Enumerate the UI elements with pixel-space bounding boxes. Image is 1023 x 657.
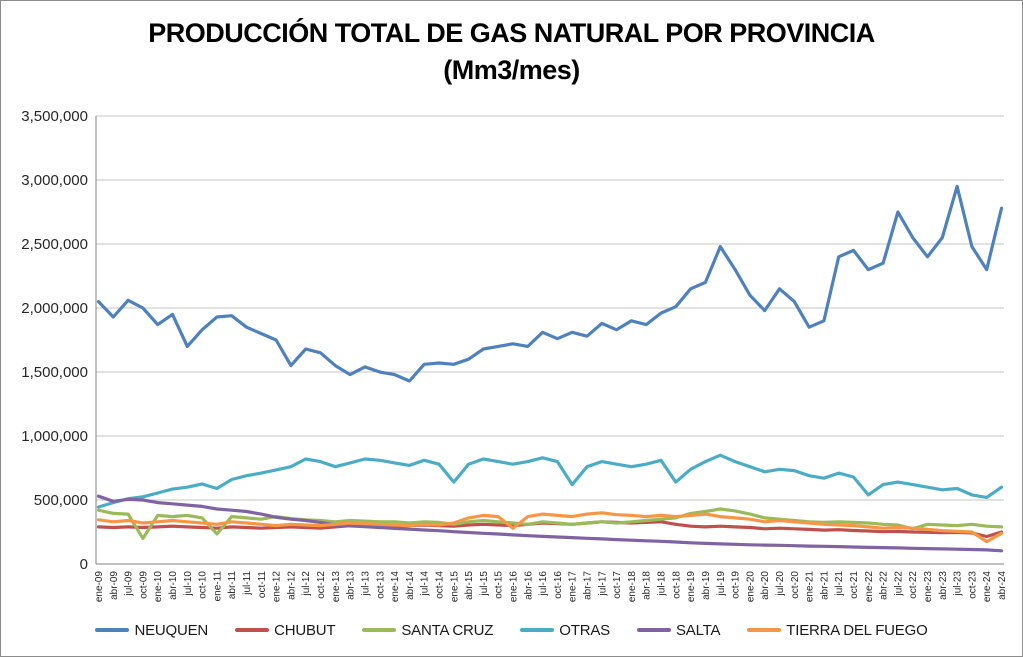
- legend-label-salta: SALTA: [675, 621, 721, 639]
- y-axis-tick-label: 3,000,000: [21, 172, 88, 189]
- legend-line-marker-salta: [636, 628, 671, 632]
- x-axis-tick-label: jul-16: [538, 571, 549, 597]
- x-axis-tick-label: ene-17: [568, 571, 579, 603]
- legend-line-marker-chubut: [235, 628, 270, 632]
- y-axis-tick-label: 1,000,000: [21, 428, 88, 445]
- x-axis-tick-label: jul-17: [597, 571, 608, 597]
- x-axis-tick-label: ene-18: [627, 571, 638, 603]
- x-axis-tick-label: abr-12: [286, 571, 297, 600]
- series-line-santa-cruz: [96, 507, 1004, 541]
- x-axis-tick-label: abr-11: [227, 571, 238, 600]
- x-axis-tick-label: oct-21: [849, 571, 860, 599]
- legend-label-santa-cruz: SANTA CRUZ: [401, 621, 494, 639]
- x-axis-tick-label: oct-11: [257, 571, 268, 598]
- x-axis-tick-label: jul-13: [360, 571, 371, 597]
- x-axis-tick-label: jul-21: [834, 571, 845, 597]
- legend-line-marker-tierra-del-fuego: [747, 628, 782, 632]
- x-axis-tick-label: ene-15: [449, 571, 460, 603]
- x-axis-tick-label: ene-21: [805, 571, 816, 603]
- x-axis-tick-label: jul-11: [242, 571, 253, 596]
- legend: NEUQUEN CHUBUT SANTA CRUZ OTRAS SALTA TIERRA …: [1, 615, 1022, 645]
- x-axis-tick-label: abr-16: [523, 571, 534, 600]
- x-axis-tick-label: jul-23: [953, 571, 964, 597]
- x-axis-tick-label: ene-14: [390, 571, 401, 603]
- x-axis-tick-label: abr-19: [701, 571, 712, 600]
- x-axis-tick-label: jul-15: [479, 571, 490, 597]
- x-axis-tick-label: jul-18: [657, 571, 668, 597]
- chart-title-line1: PRODUCCIÓN TOTAL DE GAS NATURAL POR PROV…: [148, 18, 875, 48]
- x-axis-tick-label: oct-22: [908, 571, 919, 599]
- x-axis-tick-label: jul-12: [301, 571, 312, 597]
- x-axis-tick-label: abr-13: [346, 571, 357, 600]
- x-axis-tick-label: oct-13: [375, 571, 386, 599]
- x-axis-tick-label: ene-11: [212, 571, 223, 602]
- x-axis-tick-label: ene-16: [508, 571, 519, 603]
- legend-item-tierra-del-fuego: TIERRA DEL FUEGO: [747, 621, 928, 639]
- x-axis-tick-label: ene-23: [923, 571, 934, 603]
- x-axis-tick-label: ene-13: [331, 571, 342, 603]
- legend-line-marker-otras: [520, 628, 555, 632]
- x-axis-tick-label: abr-23: [938, 571, 949, 600]
- series-line-neuquen: [96, 184, 1004, 383]
- x-axis-tick-label: oct-23: [967, 571, 978, 599]
- series-line-tierra-del-fuego: [96, 511, 1004, 544]
- x-axis-tick-label: jul-14: [420, 571, 431, 597]
- x-axis-tick-label: ene-19: [686, 571, 697, 603]
- x-axis-tick-label: abr-14: [405, 571, 416, 600]
- series-line-salta: [96, 494, 1004, 553]
- x-axis-tick-label: jul-19: [716, 571, 727, 597]
- x-axis-tick-label: abr-22: [879, 571, 890, 600]
- x-axis-tick-label: abr-18: [642, 571, 653, 600]
- x-axis-tick-label: oct-15: [494, 571, 505, 599]
- x-axis-tick-label: oct-14: [434, 571, 445, 599]
- x-axis-tick-label: jul-20: [775, 571, 786, 597]
- series-line-otras: [96, 453, 1004, 509]
- x-axis-tick-label: ene-22: [864, 571, 875, 603]
- x-axis-tick-label: ene-24: [982, 571, 993, 603]
- legend-label-chubut: CHUBUT: [274, 621, 336, 639]
- legend-label-otras: OTRAS: [559, 621, 610, 639]
- x-axis-tick-label: ene-10: [153, 571, 164, 603]
- legend-item-otras: OTRAS: [520, 622, 610, 639]
- y-axis-tick-label: 2,000,000: [21, 300, 88, 317]
- legend-line-marker-neuquen: [95, 628, 130, 632]
- y-axis-tick-label: 0: [80, 556, 88, 573]
- x-axis-tick-label: ene-12: [272, 571, 283, 603]
- chart-title-line2: (Mm3/mes): [443, 55, 580, 85]
- x-axis-tick-label: abr-17: [583, 571, 594, 600]
- x-axis-tick-label: abr-15: [464, 571, 475, 600]
- x-axis-tick-label: jul-22: [893, 571, 904, 597]
- legend-item-chubut: CHUBUT: [235, 621, 336, 639]
- legend-item-neuquen: NEUQUEN: [95, 622, 208, 639]
- x-axis-tick-label: abr-10: [168, 571, 179, 600]
- x-axis-tick-label: abr-09: [109, 571, 120, 600]
- x-axis-tick-label: oct-16: [553, 571, 564, 599]
- legend-line-marker-santa-cruz: [362, 628, 397, 632]
- legend-item-santa-cruz: SANTA CRUZ: [362, 622, 493, 639]
- x-axis-tick-label: oct-09: [138, 571, 149, 599]
- chart-title: PRODUCCIÓN TOTAL DE GAS NATURAL POR PROV…: [1, 15, 1022, 89]
- legend-item-salta: SALTA: [636, 621, 721, 639]
- legend-label-neuquen: NEUQUEN: [134, 621, 209, 639]
- x-axis-tick-label: abr-20: [760, 571, 771, 600]
- x-axis-tick-label: abr-24: [997, 571, 1008, 600]
- x-axis-tick-label: ene-20: [745, 571, 756, 603]
- x-axis-tick-label: oct-12: [316, 571, 327, 599]
- x-axis-tick-label: oct-18: [671, 571, 682, 599]
- x-axis-tick-label: ene-09: [94, 571, 105, 603]
- legend-label-tierra-del-fuego: TIERRA DEL FUEGO: [786, 621, 928, 639]
- y-axis-tick-label: 2,500,000: [21, 236, 88, 253]
- x-axis-tick-label: jul-10: [183, 571, 194, 597]
- x-axis-tick-label: jul-09: [124, 571, 135, 597]
- x-axis-tick-label: oct-20: [790, 571, 801, 599]
- y-axis-tick-label: 1,500,000: [21, 364, 88, 381]
- x-axis-tick-label: oct-10: [198, 571, 209, 599]
- x-axis-tick-label: oct-17: [612, 571, 623, 599]
- y-axis-tick-label: 3,500,000: [21, 108, 88, 125]
- x-axis-tick-label: abr-21: [819, 571, 830, 600]
- y-axis-tick-label: 500,000: [34, 492, 88, 509]
- x-axis-tick-label: oct-19: [731, 571, 742, 599]
